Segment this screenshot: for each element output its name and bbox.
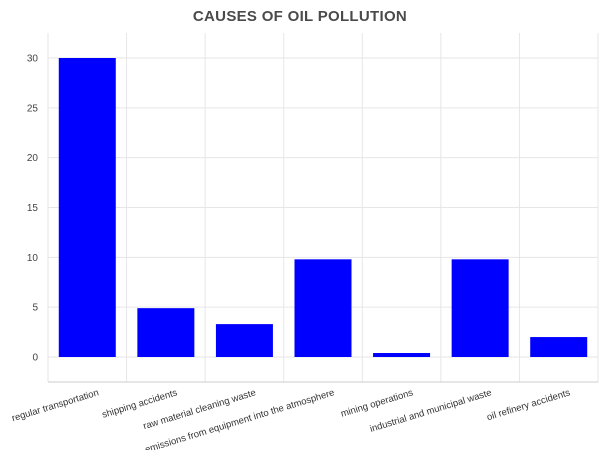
bars [58, 58, 588, 357]
grid [47, 33, 599, 383]
y-tick-label: 30 [27, 54, 39, 65]
y-tick-label: 5 [32, 303, 38, 314]
y-tick-label: 20 [27, 153, 39, 164]
bar-6 [530, 337, 588, 357]
y-tick-label: 10 [27, 253, 39, 264]
bar-1 [137, 308, 195, 357]
y-tick-label: 15 [27, 203, 39, 214]
x-tick-label: oil refinery accidents [486, 387, 572, 423]
y-tick-label: 0 [32, 353, 38, 364]
bar-4 [373, 353, 431, 357]
x-tick-label: regular transportation [11, 387, 101, 424]
chart-title: CAUSES OF OIL POLLUTION [192, 8, 408, 25]
y-tick-label: 25 [27, 103, 39, 114]
x-axis-ticks: regular transportation shipping accidents… [11, 387, 572, 450]
y-axis-ticks: 0 5 10 15 20 25 30 [27, 54, 39, 364]
bar-5 [451, 259, 509, 357]
bar-3 [294, 259, 352, 357]
bar-2 [215, 324, 273, 357]
bar-0 [58, 58, 116, 357]
